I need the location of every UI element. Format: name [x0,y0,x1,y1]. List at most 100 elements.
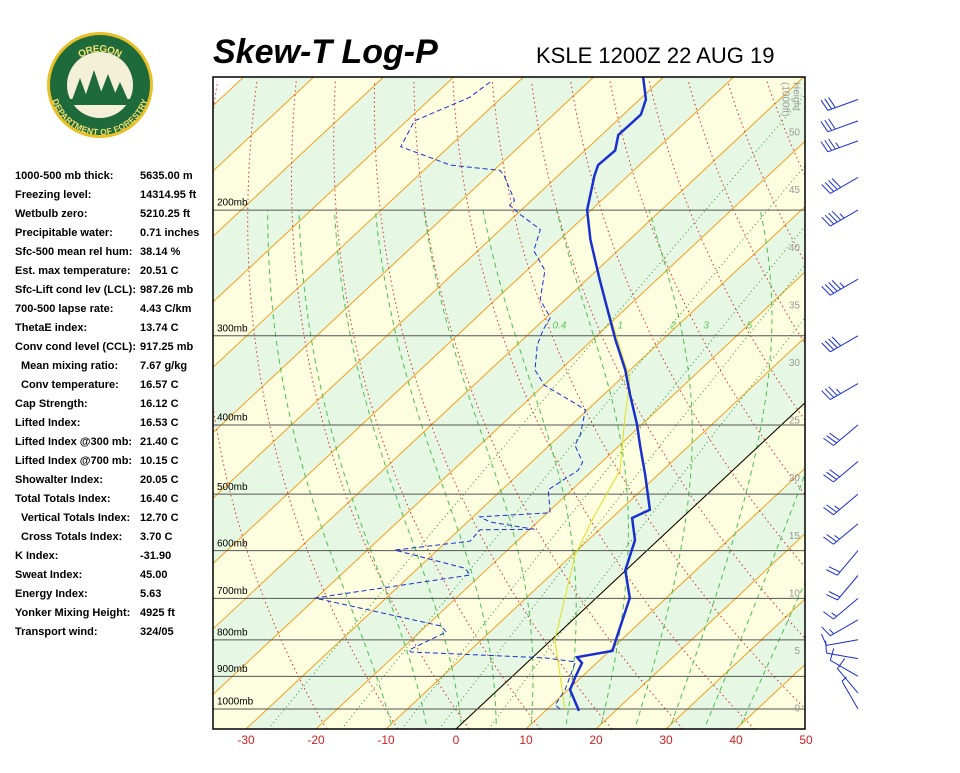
index-label: Est. max temperature: [15,265,131,277]
mixing-ratio-label: 0.4 [553,321,567,332]
index-label: Lifted Index @700 mb: [15,455,132,467]
wind-barb [823,598,858,619]
mixing-ratio-label: 5 [747,321,753,332]
wind-barb [822,336,858,352]
height-tick-label: 50 [789,128,801,139]
height-tick-label: 35 [789,300,801,311]
subtitle: KSLE 1200Z 22 AUG 19 [536,43,775,68]
title: Skew-T Log-P [213,33,438,71]
wind-barb [822,177,858,193]
isotherm [806,77,960,729]
index-value: 12.70 C [140,512,179,524]
wind-barb [821,139,858,152]
pressure-label: 300mb [217,323,248,334]
index-label: K Index: [15,550,58,562]
index-label: Precipitable water: [15,227,113,239]
pressure-label: 1000mb [217,697,254,708]
index-label: Conv temperature: [21,379,119,391]
index-label: Lifted Index @300 mb: [15,436,132,448]
index-value: 4.43 C/km [140,303,192,315]
wind-barb [821,97,858,110]
height-tick-label: 25 [789,416,801,427]
index-label: Vertical Totals Index: [21,512,130,524]
wind-barb [823,462,858,483]
pressure-label: 500mb [217,482,248,493]
dry-adiabat [806,81,960,729]
index-label: Sfc-500 mean rel hum: [15,246,132,258]
index-label: Sweat Index: [15,569,82,581]
temperature-tick-label: 20 [589,733,603,747]
wind-barb [821,634,858,645]
index-value: 20.05 C [140,474,179,486]
height-tick-label: 40 [789,243,801,254]
index-value: -31.90 [140,550,171,562]
wind-barb [822,210,858,226]
wind-barb [822,620,858,636]
index-label: Conv cond level (CCL): [15,341,136,353]
index-value: 4925 ft [140,607,175,619]
index-label: Transport wind: [15,626,98,638]
wind-barb [826,641,858,659]
index-value: 16.57 C [140,379,179,391]
wind-barb [822,384,858,400]
wind-barb [823,524,858,545]
height-tick-label: 5 [794,646,800,657]
temperature-tick-label: 10 [519,733,533,747]
index-value: 14314.95 ft [140,189,197,201]
mixing-ratio-label: 2 [670,321,677,332]
isotherm-band [806,77,960,729]
wind-barb [822,279,858,295]
height-label: Height [790,82,801,111]
temperature-tick-label: -10 [377,733,395,747]
wind-barb [826,576,858,601]
index-label: ThetaE index: [15,322,87,334]
index-value: 3.70 C [140,531,172,543]
height-tick-label: 15 [789,531,801,542]
index-value: 987.26 mb [140,284,193,296]
index-label: Freezing level: [15,189,91,201]
pressure-label: 900mb [217,664,248,675]
index-label: 700-500 lapse rate: [15,303,113,315]
index-value: 324/05 [140,626,174,638]
index-value: 45.00 [140,569,168,581]
index-label: Cross Totals Index: [21,531,122,543]
temperature-tick-label: -20 [307,733,325,747]
wind-barb [823,425,858,446]
index-label: 1000-500 mb thick: [15,170,113,182]
index-value: 5635.00 m [140,170,193,182]
height-tick-label: 45 [789,185,801,196]
index-value: 16.40 C [140,493,179,505]
index-value: 5210.25 ft [140,208,190,220]
logo-ground [70,99,130,105]
pressure-label: 800mb [217,627,248,638]
temperature-tick-label: 50 [799,733,813,747]
temperature-tick-label: 0 [453,733,460,747]
height-tick-label: 10 [789,588,801,599]
index-value: 38.14 % [140,246,181,258]
index-label: Mean mixing ratio: [21,360,118,372]
pressure-label: 400mb [217,413,248,424]
index-value: 16.53 C [140,417,179,429]
index-label: Showalter Index: [15,474,103,486]
temperature-tick-label: -30 [237,733,255,747]
index-value: 10.15 C [140,455,179,467]
wind-barb [823,494,858,515]
index-value: 917.25 mb [140,341,193,353]
index-label: Cap Strength: [15,398,88,410]
index-label: Wetbulb zero: [15,208,88,220]
mixing-ratio-label: 1 [617,321,623,332]
wind-barb [830,648,858,676]
index-value: 13.74 C [140,322,179,334]
index-value: 16.12 C [140,398,179,410]
wind-barb [826,551,858,576]
dry-adiabat [924,81,960,729]
dry-adiabat [845,81,960,729]
indices: 1000-500 mb thick: 5635.00 m Freezing leve… [15,170,199,638]
temperature-tick-label: 30 [659,733,673,747]
wind-barb [821,119,858,132]
logo: OREGON DEPARTMENT OF FORESTRY [47,32,153,138]
height-label: (1000ft) [779,82,790,116]
pressure-label: 600mb [217,538,248,549]
height-tick-label: 20 [789,473,801,484]
height-tick-label: 0 [794,704,800,715]
